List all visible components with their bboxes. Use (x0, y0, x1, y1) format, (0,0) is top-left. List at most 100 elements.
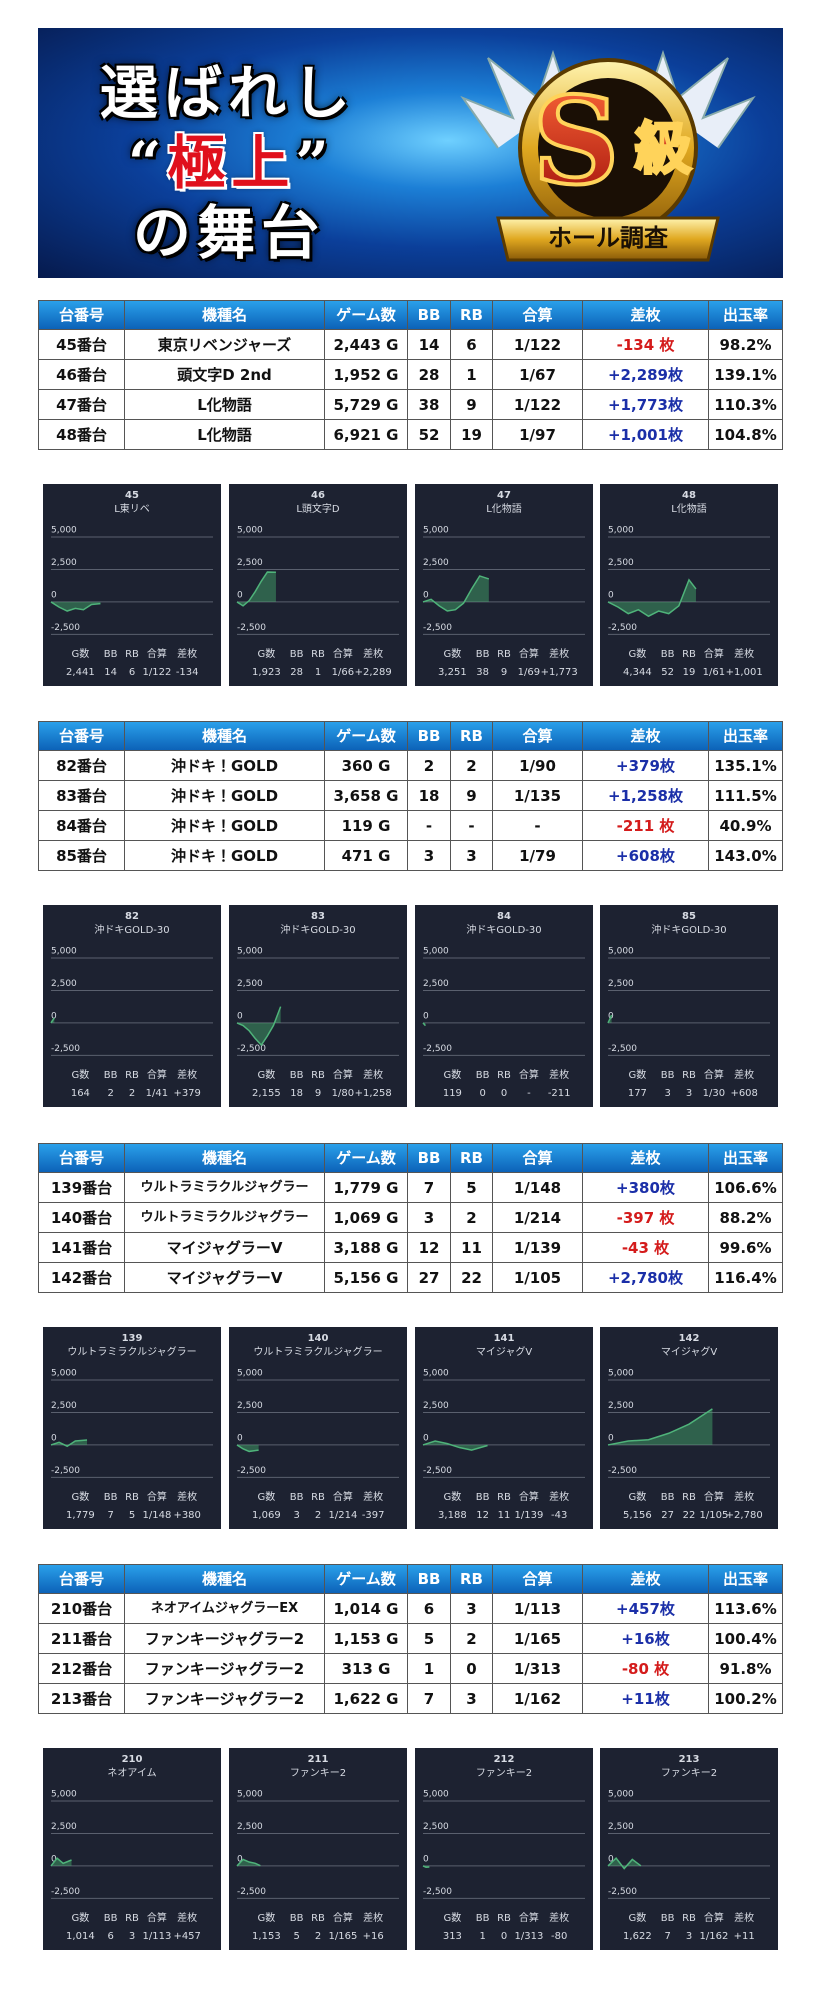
stat-value: 1/80 (332, 1088, 354, 1099)
stat-value: +2,289 (355, 667, 392, 678)
area (423, 1023, 426, 1026)
header-cell: 合算 (493, 301, 583, 330)
stat-value: -211 (548, 1088, 571, 1099)
chart-name: 沖ドキGOLD-30 (94, 923, 169, 936)
stat-value: 1/41 (146, 1088, 168, 1099)
table-cell: 19 (451, 420, 493, 450)
line (50, 601, 101, 612)
stat-value: 27 (661, 1510, 674, 1521)
table-row: 141番台 マイジャグラーV 3,188 G 12 11 1/139 -43 枚 99.6% (39, 1232, 783, 1263)
chart-id: 85 (682, 911, 696, 922)
line (607, 1856, 642, 1870)
table-cell: 38 (408, 390, 451, 420)
y-tick-label: 0 (237, 1854, 243, 1864)
table-cell: 140番台 (39, 1202, 125, 1233)
stat-value: 1,622 (623, 1931, 652, 1942)
table-cell: 113.6% (709, 1593, 783, 1624)
table-cell: ネオアイムジャグラーEX (125, 1593, 325, 1624)
table-cell: 5 (451, 1172, 493, 1203)
stat-value: 18 (290, 1088, 303, 1099)
table-cell: 沖ドキ！GOLD (125, 781, 325, 812)
stat-value: 2,155 (252, 1088, 281, 1099)
y-tick-label: 2,500 (423, 1401, 449, 1411)
quote: ” (295, 129, 335, 197)
table-cell: 2,443 G (325, 330, 408, 360)
table-cell: 1/105 (493, 1262, 583, 1293)
stat-label: 合算 (147, 1490, 167, 1503)
stat-value: +457 (173, 1931, 200, 1942)
chart-name: 沖ドキGOLD-30 (466, 923, 541, 936)
table-cell: 48番台 (39, 420, 125, 450)
quote: “ (128, 129, 168, 197)
y-tick-label: 5,000 (423, 1789, 449, 1799)
y-tick-label: 0 (423, 1012, 429, 1022)
chart-id: 140 (308, 1333, 329, 1344)
y-tick-label: -2,500 (608, 1887, 637, 1897)
y-tick-label: 0 (51, 1433, 57, 1443)
line (236, 1006, 282, 1047)
line (50, 1017, 55, 1024)
stat-label: 差枚 (549, 1911, 569, 1924)
stat-value: 1/214 (329, 1510, 358, 1521)
stat-value: 3,188 (438, 1510, 467, 1521)
stat-value: 11 (498, 1510, 511, 1521)
stat-value: 313 (443, 1931, 462, 1942)
header-row: 台番号 機種名 ゲーム数 BB RB 合算 差枚 出玉率 (39, 722, 783, 752)
stat-value: 22 (683, 1510, 696, 1521)
header-cell: 台番号 (39, 1564, 125, 1594)
area (608, 1015, 612, 1024)
table-cell: 3,658 G (325, 781, 408, 812)
y-tick-label: 2,500 (608, 979, 634, 989)
stat-label: 差枚 (177, 1911, 197, 1924)
table-cell: +379枚 (583, 751, 709, 782)
header-cell: 機種名 (125, 722, 325, 752)
stat-value: 12 (476, 1510, 489, 1521)
y-tick-label: 0 (423, 590, 429, 600)
chart-id: 48 (682, 490, 696, 501)
header-cell: BB (408, 301, 451, 330)
y-tick-label: 2,500 (51, 558, 77, 568)
table-cell: ファンキージャグラー2 (125, 1683, 325, 1714)
y-tick-label: 2,500 (608, 1401, 634, 1411)
banner-line: 選ばれし (100, 59, 357, 127)
table-cell: 沖ドキ！GOLD (125, 751, 325, 782)
stat-label: 差枚 (549, 1068, 569, 1081)
table-cell: 211番台 (39, 1623, 125, 1654)
stat-label: G数 (258, 1068, 276, 1081)
stat-label: RB (497, 1492, 511, 1503)
stat-value: -80 (551, 1931, 567, 1942)
y-tick-label: 2,500 (608, 558, 634, 568)
line (422, 1439, 488, 1451)
y-tick-label: 5,000 (237, 947, 263, 957)
table-cell: 9 (451, 390, 493, 420)
stat-value: +1,258 (355, 1088, 392, 1099)
chart-id: 212 (494, 1754, 515, 1765)
header-cell: ゲーム数 (325, 722, 408, 752)
stat-label: G数 (258, 1490, 276, 1503)
y-tick-label: 2,500 (51, 979, 77, 989)
table-cell: 1 (408, 1653, 451, 1684)
stat-label: G数 (629, 647, 647, 660)
header-cell: 出玉率 (709, 301, 783, 330)
table-cell: ウルトラミラクルジャグラー (125, 1202, 325, 1233)
y-tick-label: 2,500 (237, 558, 263, 568)
header-cell: ゲーム数 (325, 301, 408, 330)
table-cell: 1/214 (493, 1202, 583, 1233)
table-cell: +2,780枚 (583, 1262, 709, 1293)
table-cell: 3 (408, 1202, 451, 1233)
stat-value: 1,069 (252, 1510, 281, 1521)
y-tick-label: 5,000 (608, 1789, 634, 1799)
stat-label: G数 (444, 1068, 462, 1081)
header-cell: 台番号 (39, 722, 125, 752)
stat-value: 0 (501, 1088, 507, 1099)
table-cell: 沖ドキ！GOLD (125, 811, 325, 842)
table-cell: 139番台 (39, 1172, 125, 1203)
stat-value: -397 (362, 1510, 385, 1521)
table-cell: +1,001枚 (583, 420, 709, 450)
table-cell: 28 (408, 360, 451, 390)
table-cell: 1,069 G (325, 1202, 408, 1233)
